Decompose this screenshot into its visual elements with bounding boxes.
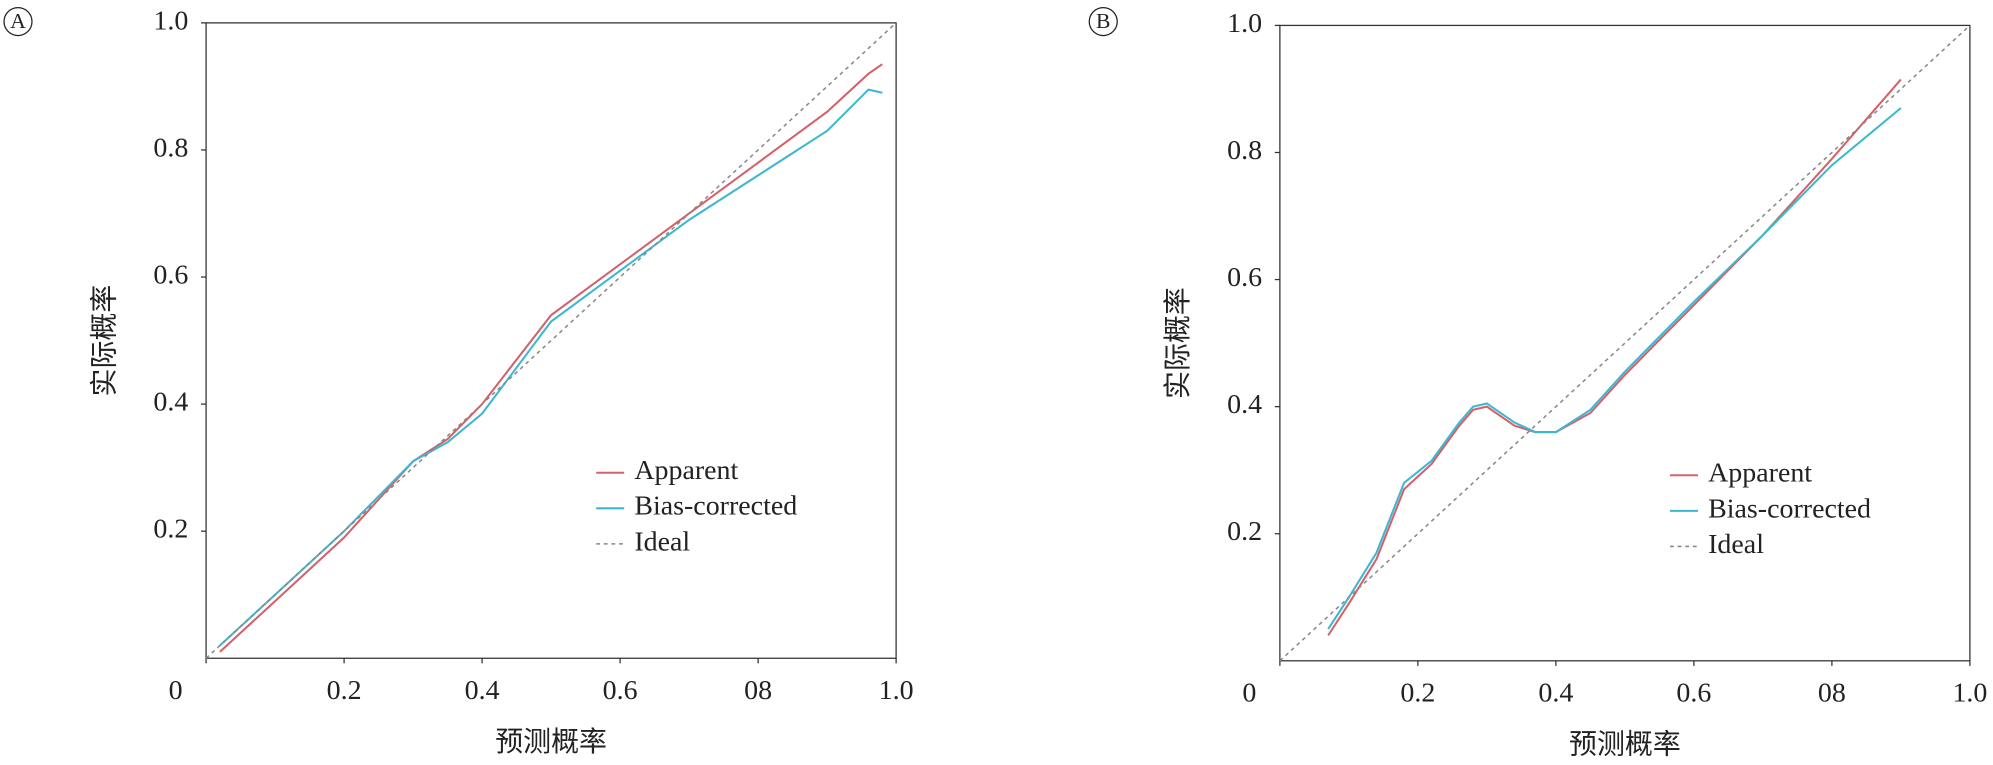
x-tick-label: 0.6 [1676, 678, 1711, 709]
plot-frame [1279, 24, 1971, 662]
plot-frame [205, 22, 897, 659]
legend-label: Apparent [1708, 458, 1812, 489]
series-line [1327, 78, 1902, 636]
legend-label: Apparent [634, 455, 738, 486]
x-axis-label: 预测概率 [495, 726, 607, 758]
x-tick-label: 0.6 [603, 675, 638, 706]
y-tick-label: 1.0 [1227, 8, 1262, 39]
y-tick-label: 0.6 [153, 259, 188, 290]
x-tick-label: 0 [1242, 678, 1256, 709]
series-line [1279, 24, 1971, 662]
y-tick-label: 1.0 [153, 5, 188, 36]
y-tick-label: 0.6 [1227, 262, 1262, 293]
series-line [205, 22, 897, 659]
x-tick-label: 0 [169, 675, 183, 706]
y-tick-label: 0.2 [1227, 516, 1262, 547]
panel-label-circle [1088, 6, 1118, 37]
x-tick-label: 1.0 [1952, 678, 1987, 709]
y-tick-label: 0.8 [153, 132, 188, 163]
legend-label: Ideal [1708, 529, 1764, 560]
y-axis-label: 实际概率 [1162, 287, 1194, 399]
legend-label: Ideal [634, 526, 690, 557]
x-tick-label: 08 [1818, 678, 1846, 709]
series-line [1327, 107, 1902, 630]
y-tick-label: 0.2 [153, 514, 188, 545]
x-tick-label: 0.4 [1538, 678, 1573, 709]
series-line [219, 63, 883, 653]
legend-label: Bias-corrected [634, 491, 797, 522]
legend-label: Bias-corrected [1708, 493, 1871, 524]
x-axis-label: 预测概率 [1569, 729, 1681, 761]
x-tick-label: 08 [744, 675, 772, 706]
panel-label: A [10, 9, 26, 33]
series-line [219, 88, 883, 647]
x-tick-label: 0.2 [1400, 678, 1435, 709]
y-tick-label: 0.4 [153, 387, 188, 418]
y-axis-label: 实际概率 [88, 285, 120, 397]
panel-label: B [1096, 9, 1110, 33]
y-tick-label: 0.4 [1227, 389, 1262, 420]
x-tick-label: 0.4 [465, 675, 500, 706]
x-tick-label: 1.0 [879, 675, 914, 706]
panel-label-circle [3, 6, 33, 37]
y-tick-label: 0.8 [1227, 135, 1262, 166]
x-tick-label: 0.2 [327, 675, 362, 706]
